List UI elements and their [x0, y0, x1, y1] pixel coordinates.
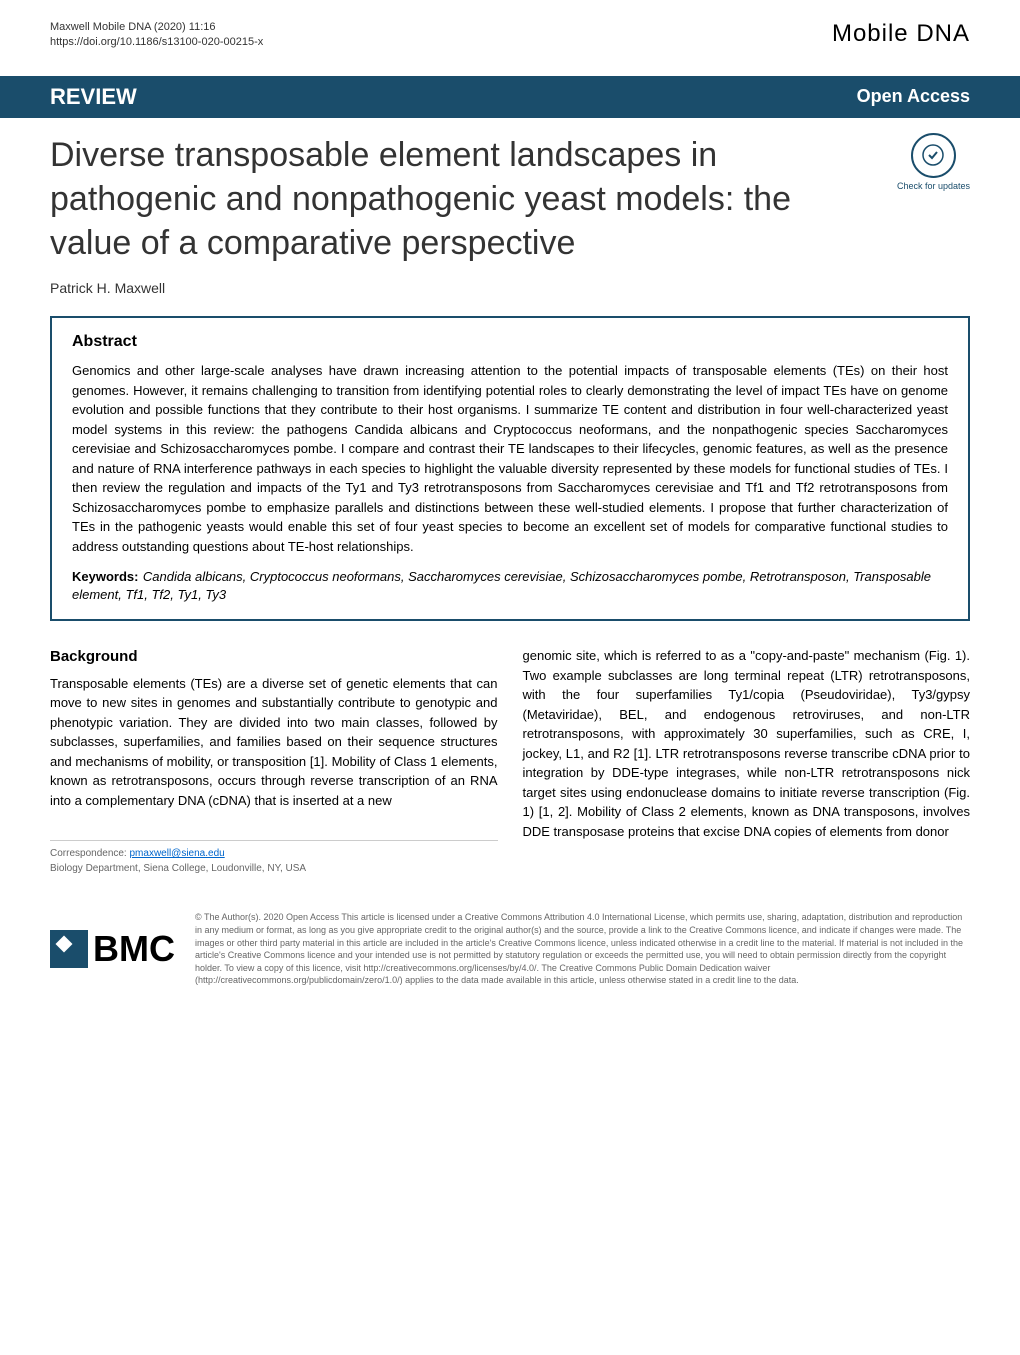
open-access-label: Open Access [857, 86, 970, 107]
crossmark-icon [921, 143, 945, 167]
background-text-col1: Transposable elements (TEs) are a divers… [50, 674, 498, 811]
article-title: Diverse transposable element landscapes … [50, 133, 877, 266]
correspondence-block: Correspondence: pmaxwell@siena.edu Biolo… [50, 840, 498, 876]
abstract-heading: Abstract [72, 333, 948, 351]
journal-name: Mobile DNA [832, 20, 970, 48]
title-section: Diverse transposable element landscapes … [0, 118, 1020, 276]
correspondence-affiliation: Biology Department, Siena College, Loudo… [50, 861, 498, 876]
correspondence-email[interactable]: pmaxwell@siena.edu [130, 848, 225, 859]
bmc-logo-icon [50, 930, 88, 968]
abstract-text: Genomics and other large-scale analyses … [72, 361, 948, 556]
background-text-col2: genomic site, which is referred to as a … [523, 646, 971, 841]
check-updates-badge[interactable]: Check for updates [897, 133, 970, 191]
license-text: © The Author(s). 2020 Open Access This a… [195, 911, 970, 987]
column-left: Background Transposable elements (TEs) a… [50, 646, 498, 876]
bmc-logo: BMC [50, 911, 175, 987]
bmc-logo-text: BMC [93, 928, 175, 970]
review-bar: REVIEW Open Access [0, 76, 1020, 118]
check-updates-text: Check for updates [897, 181, 970, 191]
column-right: genomic site, which is referred to as a … [523, 646, 971, 876]
check-updates-icon [911, 133, 956, 178]
correspondence-label: Correspondence: [50, 848, 130, 859]
keywords-line: Keywords: Candida albicans, Cryptococcus… [72, 568, 948, 604]
keywords-label: Keywords: [72, 569, 138, 584]
page-header: Maxwell Mobile DNA (2020) 11:16 https://… [0, 0, 1020, 61]
background-heading: Background [50, 646, 498, 669]
page-footer: BMC © The Author(s). 2020 Open Access Th… [0, 896, 1020, 1017]
review-label: REVIEW [50, 84, 137, 110]
author-name: Patrick H. Maxwell [0, 275, 1020, 316]
citation-block: Maxwell Mobile DNA (2020) 11:16 https://… [50, 20, 263, 51]
keywords-text: Candida albicans, Cryptococcus neoforman… [72, 569, 931, 602]
body-content: Background Transposable elements (TEs) a… [0, 621, 1020, 896]
abstract-box: Abstract Genomics and other large-scale … [50, 316, 970, 621]
citation-doi: https://doi.org/10.1186/s13100-020-00215… [50, 35, 263, 50]
citation-line1: Maxwell Mobile DNA (2020) 11:16 [50, 20, 263, 35]
